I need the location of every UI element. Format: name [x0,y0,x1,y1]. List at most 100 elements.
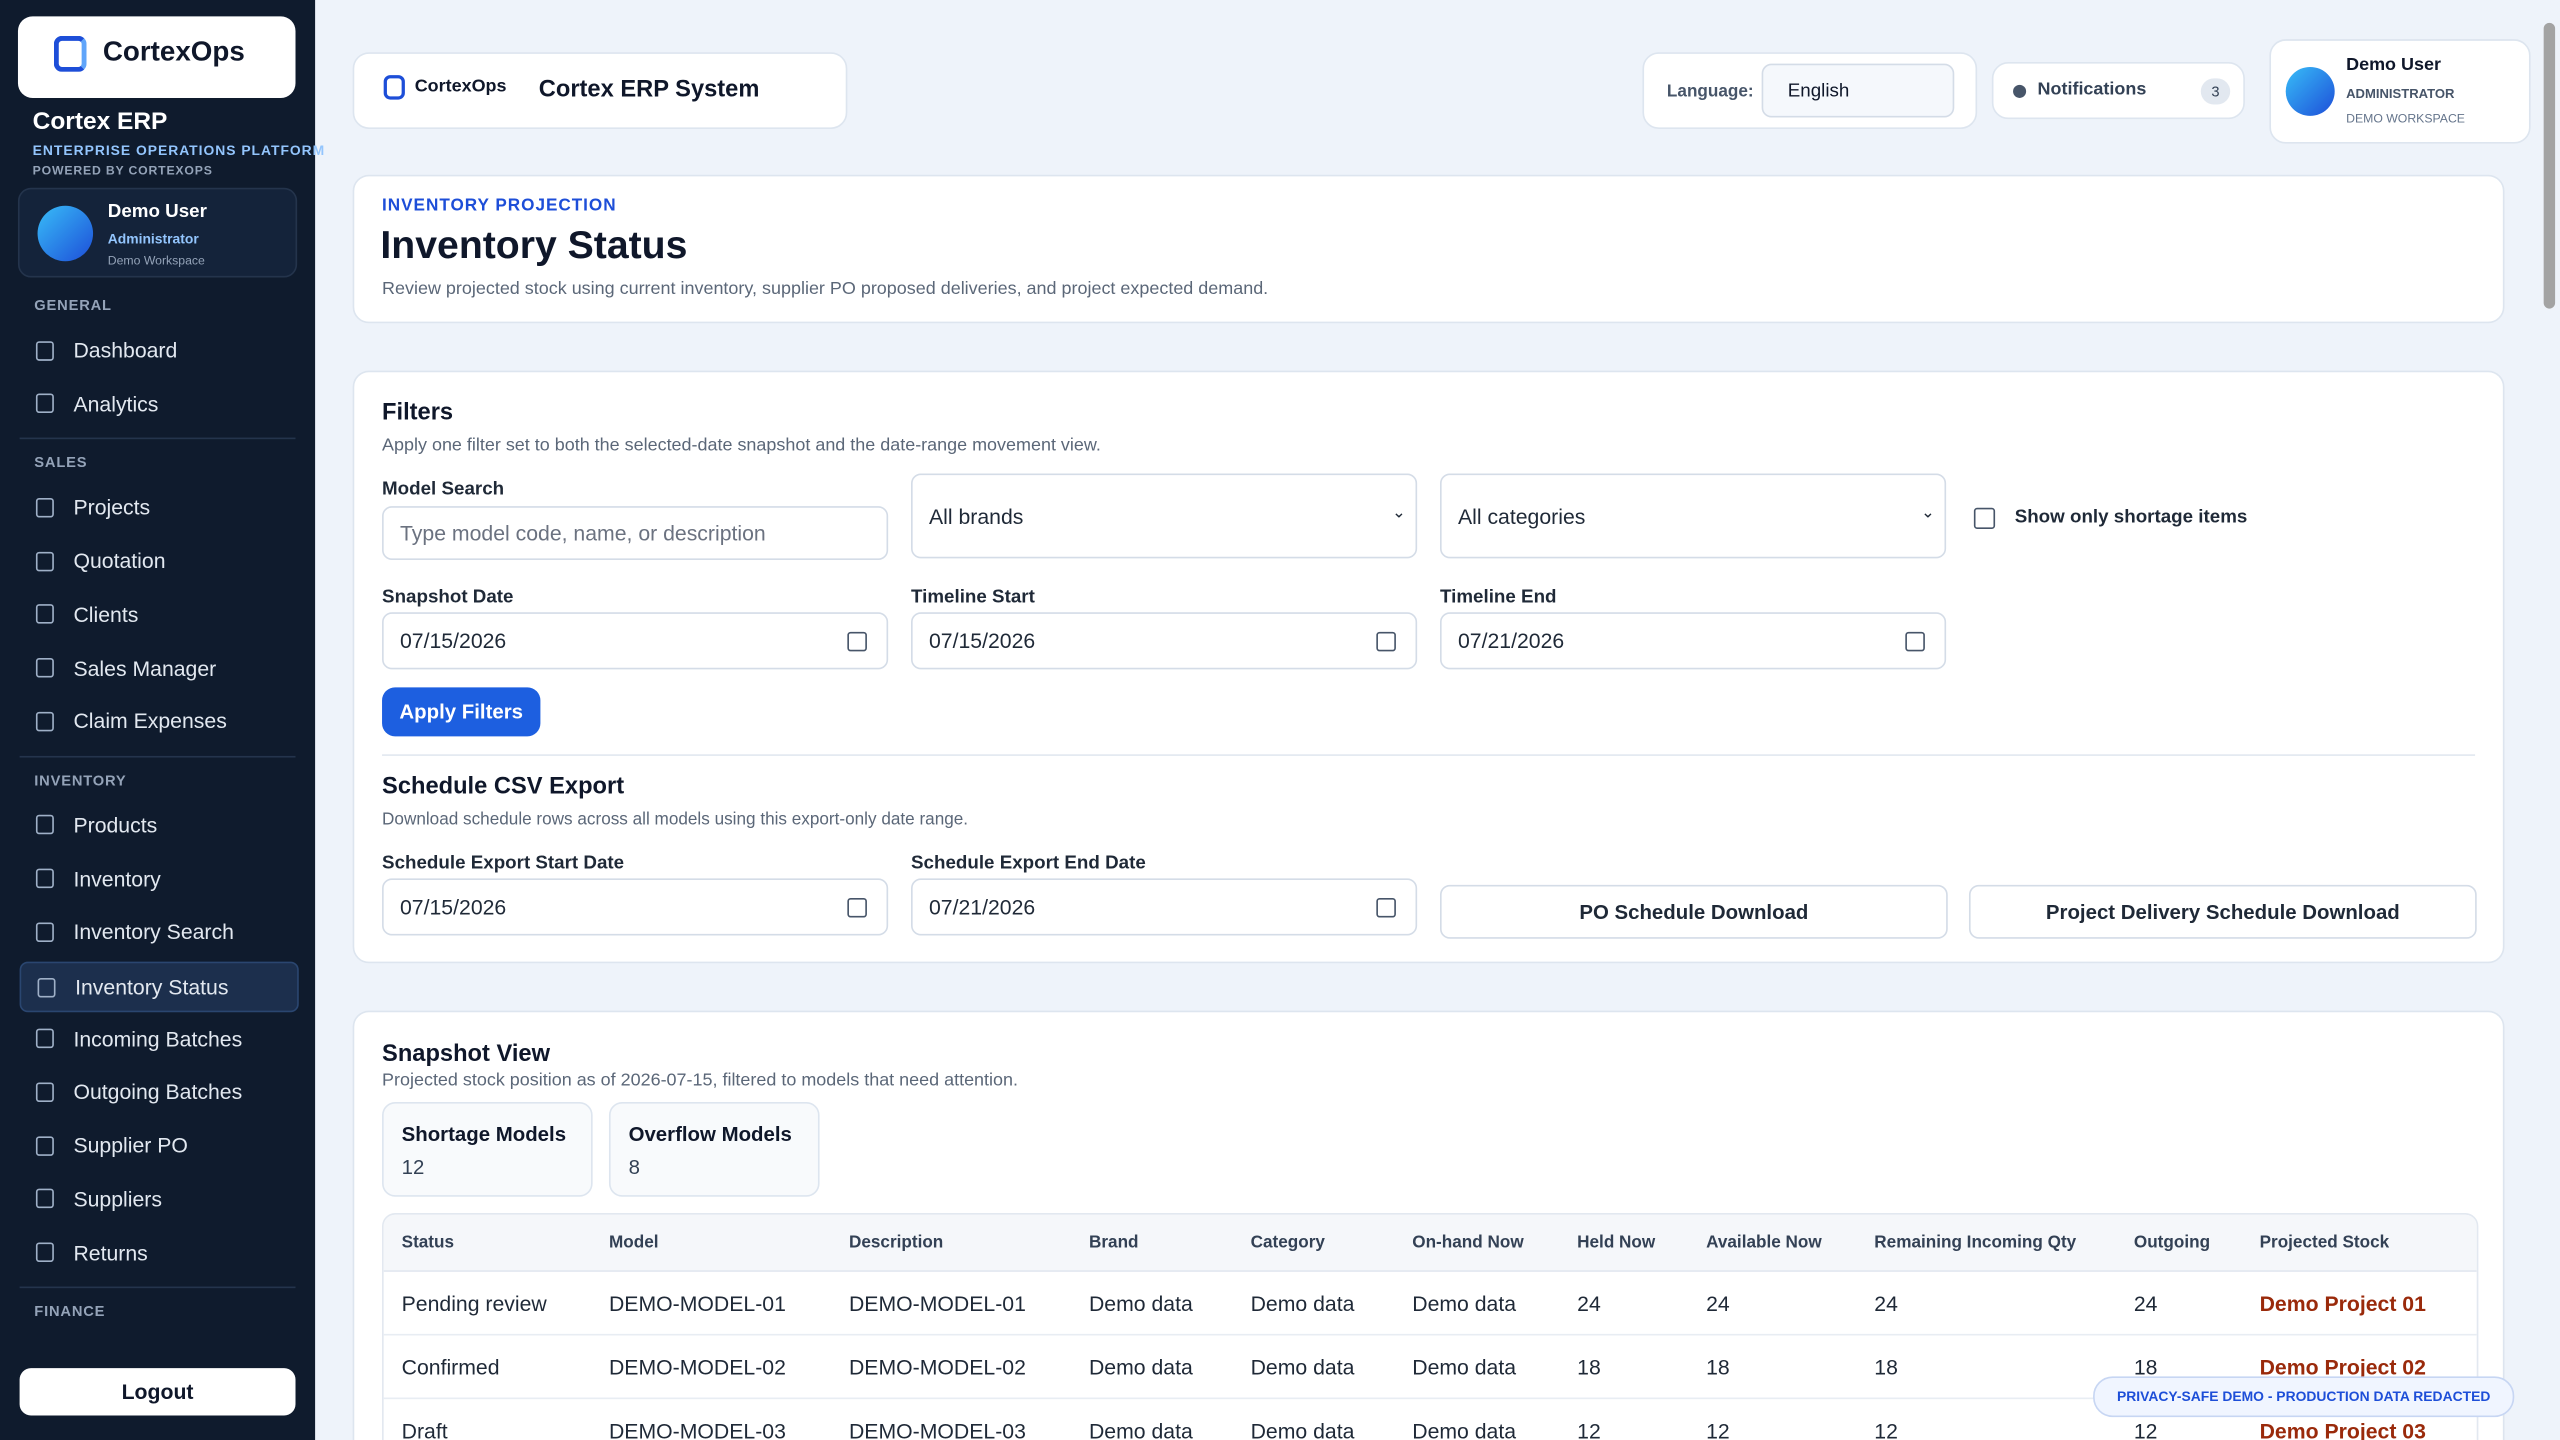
nav-item[interactable]: Claim Expenses [20,697,296,744]
nav-icon [35,657,54,678]
field-label: Schedule Export End Date [911,853,1146,874]
scrollbar[interactable] [2543,22,2556,309]
nav-icon [37,977,56,997]
calendar-icon [1905,631,1925,652]
nav-icon [35,711,54,731]
nav-item[interactable]: Dashboard [20,327,296,374]
table-cell: DEMO-MODEL-01 [608,1291,786,1316]
date-value: 07/21/2026 [1457,628,1565,654]
table-cell: Demo data [1250,1291,1355,1316]
notifications-button[interactable]: Notifications 3 [1991,62,2245,120]
filters-description: Apply one filter set to both the selecte… [382,435,1101,456]
po-download-button[interactable]: PO Schedule Download [1439,884,1948,939]
nav-label: Inventory Status [75,974,229,1000]
nav-label: Claim Expenses [73,708,227,734]
nav-item[interactable]: Inventory [20,855,296,902]
nav-icon [35,815,54,835]
language-select[interactable]: English [1761,63,1955,118]
table-cell: Demo Project 03 [2259,1418,2426,1440]
logo-icon [53,35,87,72]
date-value: 07/15/2026 [399,628,507,654]
nav-item[interactable]: Inventory Status [19,961,299,1013]
nav-icon [35,497,54,518]
nav-item[interactable]: Projects [20,484,296,531]
table-cell: DEMO-MODEL-03 [608,1418,786,1440]
nav-label: Projects [73,495,151,520]
nav-item[interactable]: Supplier PO [20,1122,296,1169]
nav-item[interactable]: Products [20,801,296,848]
table-cell: Demo data [1412,1355,1517,1380]
table-cell: 18 [1706,1355,1730,1380]
apply-button[interactable]: Apply Filters [382,687,541,737]
nav-item[interactable]: Sales Manager [20,644,296,691]
nav-item[interactable]: Suppliers [20,1175,296,1222]
export-title: Schedule CSV Export [382,773,625,800]
table-cell: 24 [1874,1291,1898,1316]
table-cell: DEMO-MODEL-02 [848,1355,1026,1380]
user-role: Administrator [107,230,199,247]
nav-section: GENERAL [34,297,112,314]
snapshot-card: Snapshot View Projected stock position a… [352,1010,2505,1440]
nav-label: Clients [73,602,139,627]
column-header: Category [1250,1232,1325,1253]
category-select[interactable]: All categories ⌄ [1439,473,1947,559]
table-cell: Draft [401,1418,448,1440]
avatar [37,205,94,262]
table-cell: 24 [1577,1291,1601,1316]
nav-item[interactable]: Outgoing Batches [20,1068,296,1115]
summary-value: 8 [628,1155,640,1179]
brand-value: All brands [928,503,1024,529]
nav-item[interactable]: Analytics [20,380,296,427]
table-cell: Demo data [1412,1291,1517,1316]
timeline-start[interactable]: 07/15/2026 [911,612,1418,670]
chevron: ⌄ [1392,504,1406,523]
notifications-label: Notifications [2037,79,2147,100]
project-download-button[interactable]: Project Delivery Schedule Download [1968,884,2477,939]
page-description: Review projected stock using current inv… [382,279,1269,299]
summary-label: Shortage Models [401,1123,567,1147]
brand-select[interactable]: All brands ⌄ [911,473,1418,559]
shortage-checkbox[interactable] [1973,507,1996,529]
nav-divider [19,755,296,758]
export-end[interactable]: 07/21/2026 [911,878,1418,936]
nav-label: Inventory Search [73,919,234,945]
nav-icon [35,604,54,625]
column-header: Remaining Incoming Qty [1874,1232,2077,1253]
brand-card: CortexOps Cortex ERP System [352,52,848,129]
avatar [2285,66,2335,116]
page-title: Inventory Status [380,223,688,268]
model-search[interactable]: Type model code, name, or description [382,506,889,560]
header-user[interactable]: Demo User ADMINISTRATOR DEMO WORKSPACE [2269,39,2531,144]
calendar-icon [1376,631,1396,652]
export-start[interactable]: 07/15/2026 [382,878,889,936]
table-header [383,1214,2477,1272]
nav-divider [19,438,296,440]
nav-section: INVENTORY [34,772,127,789]
nav-item[interactable]: Incoming Batches [20,1015,296,1062]
nav-label: Inventory [73,866,161,891]
timeline-end[interactable]: 07/21/2026 [1439,612,1947,670]
snapshot-description: Projected stock position as of 2026-07-1… [382,1071,1019,1091]
nav-item[interactable]: Returns [20,1229,296,1276]
table-cell: 18 [1874,1355,1898,1380]
nav-icon [35,1082,54,1102]
brand-text: CortexOps [414,76,507,97]
filters-card: Filters Apply one filter set to both the… [352,370,2505,964]
user-card[interactable]: Demo User Administrator Demo Workspace [17,187,298,278]
field-label: Timeline End [1439,587,1557,608]
divider [382,754,2476,756]
column-header: Description [848,1232,944,1253]
nav-item[interactable]: Inventory Search [20,908,296,955]
nav-icon [35,922,54,942]
nav-item[interactable]: Quotation [20,537,296,584]
calendar-icon [1376,897,1396,918]
snapshot-table: Status Model Description Brand Category On-ha… [382,1213,2479,1440]
logout-button[interactable]: Logout [19,1368,296,1416]
app-name: Cortex ERP [32,107,168,136]
logo-box[interactable]: CortexOps [17,16,296,98]
nav-label: Suppliers [73,1186,162,1212]
nav-item[interactable]: Clients [20,591,296,638]
nav-icon [35,340,54,360]
snapshot-date[interactable]: 07/15/2026 [382,612,889,670]
